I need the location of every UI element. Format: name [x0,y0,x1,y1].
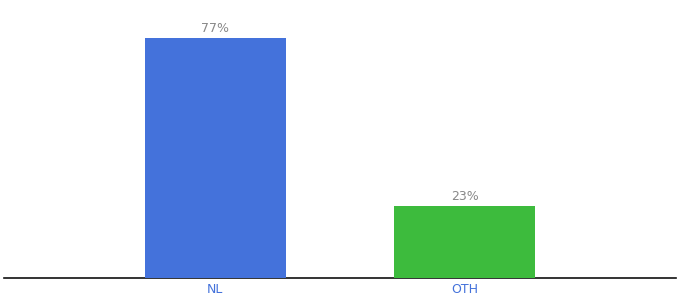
Bar [145,38,286,278]
Bar [394,206,535,278]
Text: 77%: 77% [201,22,229,35]
Text: 23%: 23% [451,190,479,203]
